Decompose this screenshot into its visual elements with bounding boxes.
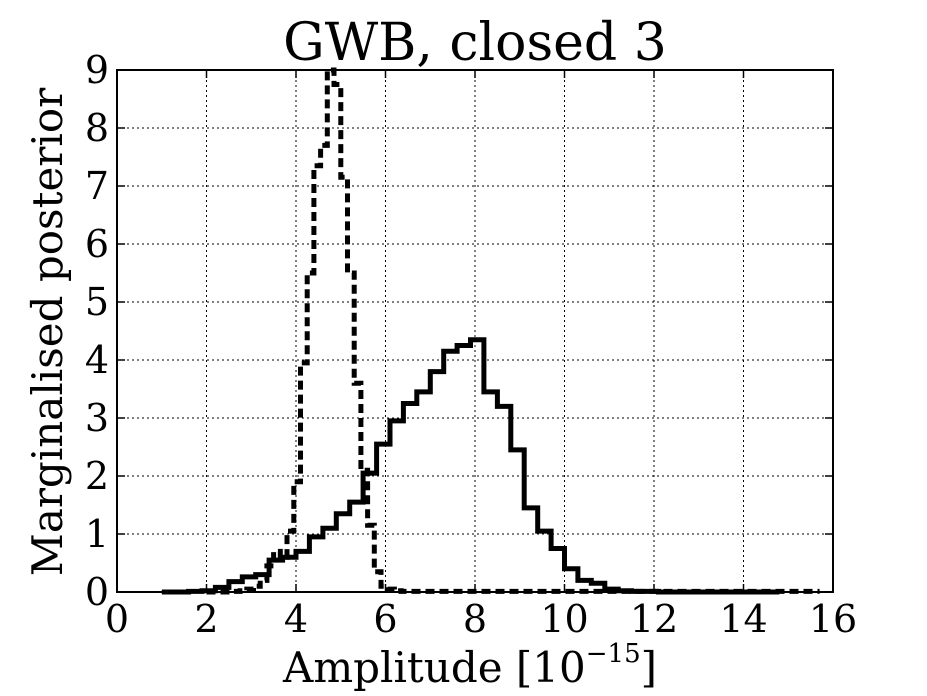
y-tick-label: 6: [85, 222, 109, 266]
solid-series-line: [161, 337, 780, 595]
y-axis-label: Marginalised posterior: [23, 87, 72, 576]
y-tick-labels: 0 1 2 3 4 5 6 7 8 9: [85, 48, 109, 614]
x-tick-label: 8: [463, 597, 487, 641]
x-axis-label: Amplitude [10−15]: [282, 639, 657, 692]
x-tick-label: 12: [630, 597, 678, 641]
axis-ticks: [116, 69, 834, 593]
x-tick-label: 16: [809, 597, 857, 641]
x-axis-label-exponent: −15: [586, 639, 641, 669]
x-tick-label: 10: [540, 597, 588, 641]
chart-title: GWB, closed 3: [283, 13, 667, 73]
y-tick-label: 4: [85, 338, 109, 382]
grid-lines: [117, 70, 833, 592]
x-tick-label: 2: [194, 597, 218, 641]
x-axis-label-main: Amplitude [10: [282, 643, 586, 692]
y-tick-label: 2: [85, 454, 109, 498]
y-tick-label: 9: [85, 48, 109, 92]
x-tick-label: 4: [284, 597, 308, 641]
y-tick-label: 8: [85, 106, 109, 150]
y-tick-label: 1: [85, 512, 109, 556]
y-tick-label: 7: [85, 164, 109, 208]
x-tick-label: 6: [373, 597, 397, 641]
x-tick-label: 14: [719, 597, 767, 641]
series-layer: [161, 67, 820, 595]
x-tick-label: 0: [105, 597, 129, 641]
y-tick-label: 3: [85, 396, 109, 440]
x-tick-labels: 0 2 4 6 8 10 12 14 16: [105, 597, 857, 641]
y-tick-label: 0: [85, 570, 109, 614]
dashed-series-line: [206, 67, 820, 595]
x-axis-label-close: ]: [641, 643, 657, 692]
y-tick-label: 5: [85, 280, 109, 324]
